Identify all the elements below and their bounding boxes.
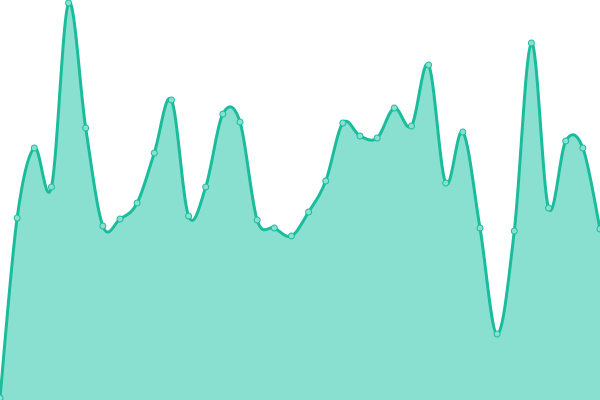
data-point	[579, 144, 587, 152]
data-point	[150, 149, 158, 157]
data-point	[236, 118, 244, 126]
data-point	[167, 96, 175, 104]
data-point	[322, 177, 330, 185]
data-point	[47, 183, 55, 191]
data-point	[219, 110, 227, 118]
data-point	[253, 216, 261, 224]
data-point	[527, 39, 535, 47]
data-point	[133, 199, 141, 207]
data-point	[0, 394, 4, 400]
data-point	[65, 0, 73, 7]
data-point	[99, 222, 107, 230]
data-point	[390, 104, 398, 112]
data-point	[202, 183, 210, 191]
data-point	[30, 144, 38, 152]
data-point	[459, 128, 467, 136]
data-point	[476, 224, 484, 232]
data-point	[185, 212, 193, 220]
data-point	[356, 132, 364, 140]
data-point	[596, 225, 600, 233]
data-point	[13, 214, 21, 222]
data-point	[270, 224, 278, 232]
data-point	[442, 179, 450, 187]
data-point	[425, 61, 433, 69]
data-point	[562, 137, 570, 145]
data-point	[545, 204, 553, 212]
data-point	[339, 119, 347, 127]
data-point	[407, 122, 415, 130]
data-point	[287, 232, 295, 240]
data-point	[305, 208, 313, 216]
data-point	[116, 215, 124, 223]
data-point	[82, 124, 90, 132]
data-point	[373, 134, 381, 142]
data-point	[493, 330, 501, 338]
data-point	[510, 227, 518, 235]
